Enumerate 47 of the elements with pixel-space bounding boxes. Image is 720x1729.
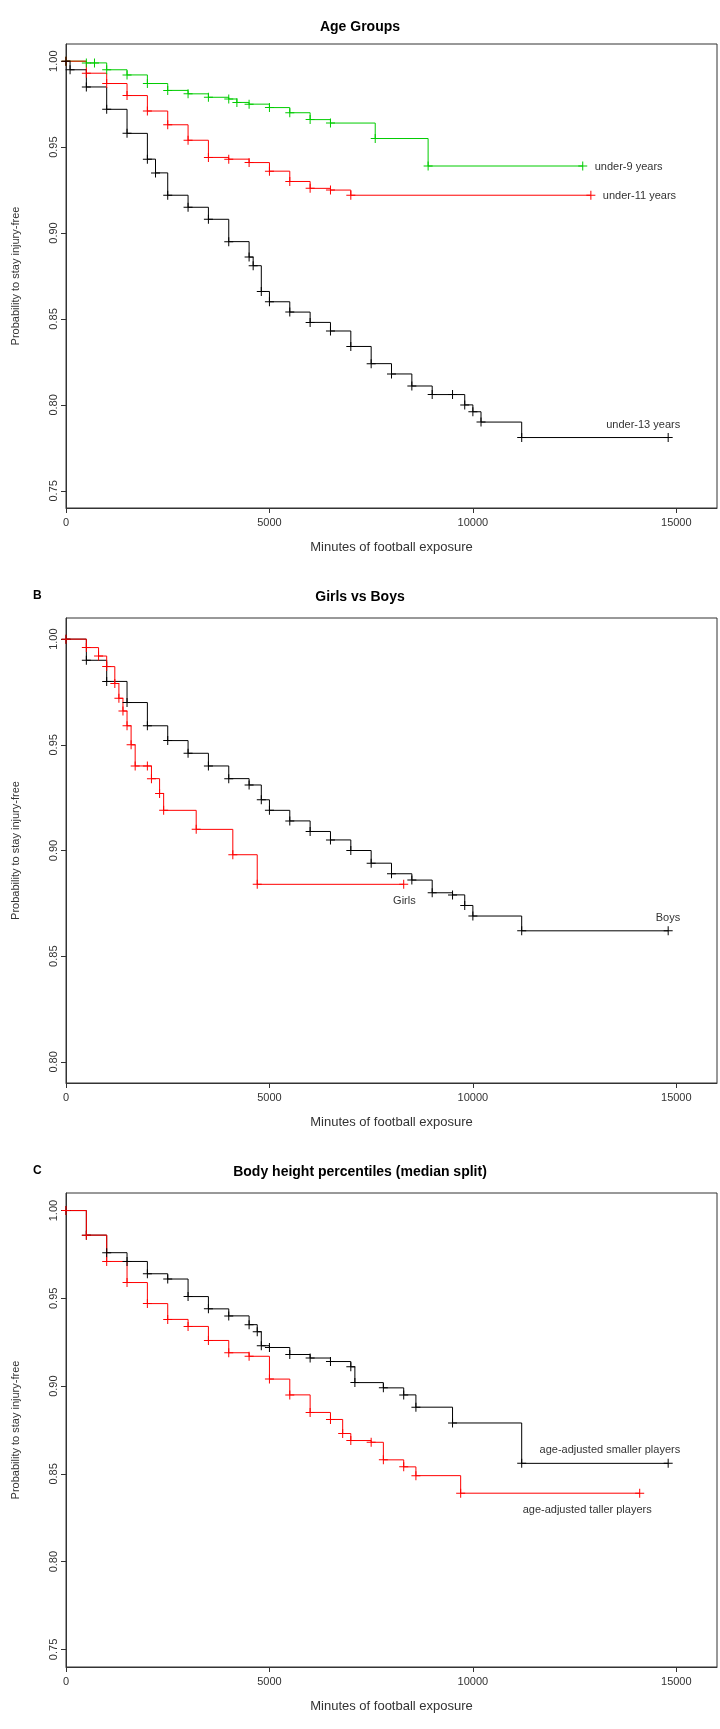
y-tick-label: 1.00 [46,1199,59,1222]
x-axis-title: Minutes of football exposure [310,539,473,554]
x-axis-title: Minutes of football exposure [310,1114,473,1129]
series-label: age-adjusted taller players [522,1503,653,1516]
y-tick-label: 0.75 [46,480,59,502]
x-axis-title: Minutes of football exposure [310,1698,473,1713]
x-tick-label: 15000 [661,515,692,528]
y-tick-label: 0.90 [46,839,59,862]
y-tick-label: 0.80 [46,1051,59,1073]
chart-title: Age Groups [319,18,401,34]
series-label: Boys [655,910,681,923]
chart-subtitle: B [33,588,42,602]
x-tick-label: 0 [62,1090,70,1103]
y-tick-label: 0.95 [46,1287,59,1310]
chart-title: Body height percentiles (median split) [233,1163,487,1179]
y-tick-label: 0.85 [46,308,59,330]
x-tick-label: 10000 [457,515,489,528]
x-tick-label: 5000 [257,515,282,528]
x-tick-label: 10000 [457,1090,489,1103]
x-tick-label: 15000 [661,1674,692,1687]
y-tick-label: 0.80 [46,394,59,416]
x-tick-label: 15000 [661,1090,692,1103]
chart-title: Girls vs Boys [315,588,405,604]
y-tick-label: 1.00 [46,628,59,650]
y-tick-label: 0.80 [46,1550,59,1573]
y-tick-label: 0.90 [46,1375,59,1397]
y-axis-title: Probability to stay injury-free [8,781,21,920]
y-tick-label: 0.85 [46,1463,59,1485]
x-tick-label: 5000 [257,1674,282,1687]
y-tick-label: 0.95 [46,734,59,756]
series-label: under-9 years [594,160,664,173]
y-axis-title: Probability to stay injury-free [8,1360,21,1500]
series-label: under-11 years [602,189,677,202]
y-tick-label: 0.90 [46,222,59,244]
series-label: Girls [393,894,417,907]
x-tick-label: 5000 [257,1090,282,1103]
chart-subtitle: C [33,1163,42,1177]
x-tick-label: 10000 [457,1674,489,1687]
y-tick-label: 0.95 [46,136,59,158]
y-tick-label: 0.75 [46,1638,59,1661]
y-tick-label: 1.00 [46,50,59,72]
x-tick-label: 0 [62,1674,70,1687]
y-tick-label: 0.85 [46,945,59,967]
x-tick-label: 0 [62,515,70,528]
series-label: under-13 years [606,417,681,430]
series-label: age-adjusted smaller players [539,1443,681,1456]
y-axis-title: Probability to stay injury-free [8,206,21,346]
